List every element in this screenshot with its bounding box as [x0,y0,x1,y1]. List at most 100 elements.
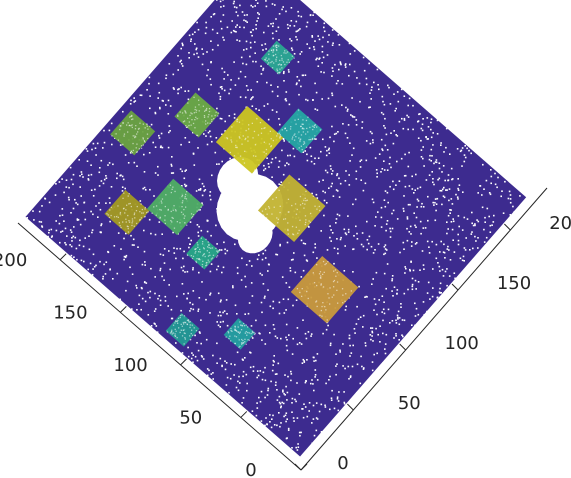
scatter-point [302,269,305,272]
scatter-point [388,163,391,165]
scatter-point [217,265,220,268]
scatter-point [209,312,211,314]
scatter-point [92,253,95,256]
scatter-point [235,6,238,9]
scatter-point [404,272,406,274]
scatter-point [150,267,152,270]
scatter-point [255,24,257,26]
scatter-point [286,162,288,164]
scatter-point [373,81,375,84]
scatter-point [179,168,182,170]
scatter-point [447,228,449,230]
scatter-point [483,228,485,231]
patch-point [348,297,350,299]
scatter-point [292,147,295,150]
scatter-point [336,398,339,400]
scatter-point [408,185,411,187]
scatter-point [362,245,365,248]
scatter-point [380,226,383,228]
scatter-point [439,282,442,285]
patch-point [230,327,232,330]
scatter-point [389,185,391,188]
patch-point [179,316,181,319]
scatter-point [237,14,239,17]
scatter-point [377,84,379,86]
scatter-point [415,173,417,176]
scatter-point [267,25,270,27]
scatter-point [264,324,267,327]
scatter-point [398,120,401,123]
scatter-point [218,92,220,95]
patch-point [276,68,278,70]
patch-point [287,198,290,200]
scatter-point [90,164,92,166]
scatter-point [242,370,245,373]
scatter-point [327,324,329,327]
scatter-point [352,203,354,206]
scatter-point [409,268,411,271]
scatter-point [292,417,295,419]
scatter-point [464,249,467,251]
scatter-point [417,120,420,122]
scatter-point [292,258,294,261]
scatter-point [419,269,421,271]
scatter-point [234,243,236,246]
patch-point [123,192,125,194]
scatter-point [48,201,51,204]
scatter-point [176,247,178,250]
patch-point [234,335,236,337]
scatter-point [170,165,173,167]
scatter-point [333,333,335,336]
scatter-point [133,101,135,103]
patch-point [288,211,290,213]
scatter-point [264,43,267,45]
scatter-point [519,195,521,197]
scatter-point [422,301,425,303]
scatter-point [161,146,164,149]
scatter-point [185,184,188,187]
scatter-point [407,203,410,206]
patch-point [208,114,210,116]
patch-point [186,224,188,226]
scatter-point [470,233,473,235]
scatter-point [293,25,296,27]
scatter-point [80,259,83,262]
scatter-point [321,51,324,53]
patch-point [329,287,331,289]
scatter-point [365,83,368,86]
patch-point [342,294,344,296]
scatter-point [420,156,423,158]
scatter-point [226,324,229,327]
patch-point [155,214,157,216]
scatter-point [278,301,281,304]
scatter-point [331,92,333,95]
scatter-point [278,13,281,15]
scatter-point [219,311,221,313]
scatter-point [432,132,434,134]
scatter-point [203,190,206,192]
patch-point [305,190,307,192]
scatter-point [370,245,373,248]
scatter-point [365,140,368,142]
scatter-point [412,128,414,131]
scatter-point [337,400,340,402]
patch-point [275,196,277,199]
scatter-point [286,23,289,26]
scatter-point [79,186,81,188]
scatter-point [303,254,306,257]
patch-point [302,131,304,133]
patch-point [266,213,268,215]
scatter-point [393,130,395,132]
scatter-point [508,190,511,193]
patch-point [298,137,300,139]
patch-point [129,202,131,205]
scatter-point [395,335,397,337]
scatter-point [300,343,303,345]
scatter-point [335,132,338,135]
patch-point [327,261,329,263]
patch-point [198,251,200,253]
scatter-point [369,92,371,94]
scatter-point [436,133,439,135]
scatter-point [190,239,192,242]
patch-point [302,202,304,205]
